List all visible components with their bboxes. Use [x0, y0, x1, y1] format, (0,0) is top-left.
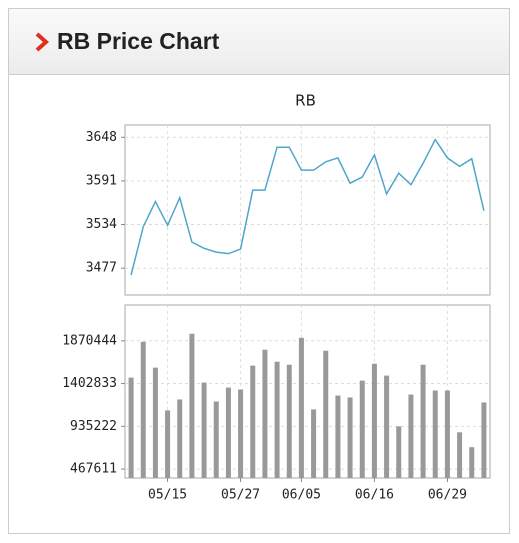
chart-panel: RB Price Chart	[8, 8, 510, 534]
x-tick-label: 06/29	[428, 488, 467, 503]
volume-bar	[432, 390, 438, 478]
volume-bar	[347, 397, 353, 478]
volume-bar	[420, 364, 426, 478]
volume-bar	[311, 409, 317, 478]
volume-bar	[274, 361, 280, 478]
volume-bar	[286, 364, 292, 478]
volume-bar	[262, 349, 268, 478]
volume-bar	[298, 337, 304, 478]
volume-bar	[165, 410, 171, 478]
x-tick-label: 05/27	[221, 488, 260, 503]
volume-bar	[335, 395, 341, 478]
price-line	[130, 138, 485, 276]
y-tick-label: 3591	[86, 173, 117, 188]
plot-frame	[124, 304, 491, 479]
volume-bar	[323, 350, 329, 478]
volume-bar	[457, 432, 463, 478]
panel-title: RB Price Chart	[57, 28, 220, 54]
panel-header: RB Price Chart	[9, 9, 509, 75]
y-tick-label: 1402833	[62, 376, 117, 391]
volume-bar	[384, 375, 390, 478]
volume-bar	[396, 426, 402, 478]
volume-bar	[128, 377, 134, 478]
volume-bar	[238, 389, 244, 478]
y-tick-label: 1870444	[62, 333, 117, 348]
volume-bar	[469, 447, 475, 478]
x-tick-label: 05/15	[148, 488, 187, 503]
volume-bar	[225, 387, 231, 478]
volume-bar	[152, 367, 158, 478]
volume-bar	[189, 333, 195, 478]
x-tick-label: 06/16	[355, 488, 394, 503]
volume-bar	[177, 399, 183, 478]
volume-bar	[359, 380, 365, 478]
chevron-icon	[35, 32, 49, 51]
volume-bar	[213, 401, 219, 478]
y-tick-label: 3648	[86, 130, 117, 145]
y-tick-label: 935222	[70, 419, 117, 434]
chart-title: RB	[295, 92, 316, 110]
y-tick-label: 3477	[86, 261, 117, 276]
volume-bar	[408, 394, 414, 478]
volume-bar	[444, 390, 450, 478]
volume-bar	[201, 382, 207, 478]
y-tick-label: 467611	[70, 462, 117, 477]
plot-frame	[124, 124, 491, 296]
x-tick-label: 06/05	[282, 488, 321, 503]
volume-bar	[481, 402, 487, 478]
volume-bar	[140, 341, 146, 478]
volume-bar	[371, 363, 377, 478]
y-tick-label: 3534	[86, 217, 117, 232]
volume-bar	[250, 365, 256, 478]
